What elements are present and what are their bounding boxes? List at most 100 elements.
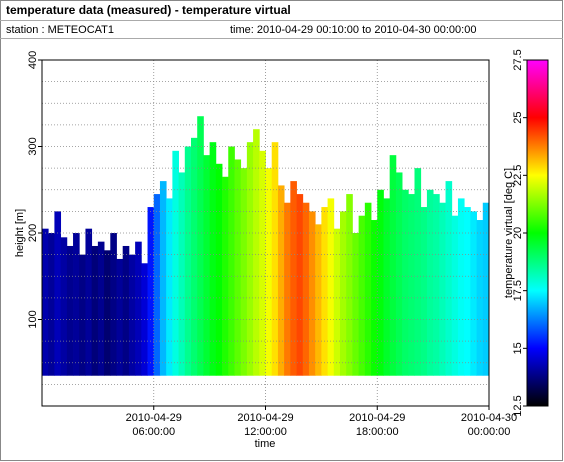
heat-column bbox=[321, 207, 328, 376]
heat-column bbox=[66, 245, 74, 376]
heat-column bbox=[315, 224, 322, 376]
heat-column bbox=[470, 211, 477, 376]
heat-column bbox=[426, 189, 434, 376]
heat-column bbox=[172, 150, 179, 376]
colorbar-tick-label: 17.5 bbox=[512, 280, 524, 301]
heat-column bbox=[445, 181, 453, 376]
heat-column bbox=[408, 194, 415, 376]
heat-column bbox=[240, 168, 248, 376]
heat-column bbox=[346, 194, 353, 376]
station: station : METEOCAT1 bbox=[6, 24, 114, 36]
x-tick-label-line: 2010-04-29 bbox=[237, 412, 293, 424]
heat-column bbox=[135, 241, 142, 376]
x-tick-label-line: 2010-04-29 bbox=[349, 412, 405, 424]
heat-column bbox=[290, 181, 297, 376]
heat-column bbox=[395, 172, 403, 376]
heat-column bbox=[352, 233, 360, 376]
heat-column bbox=[110, 233, 117, 376]
heat-column bbox=[228, 146, 235, 376]
heat-column bbox=[203, 155, 211, 376]
x-tick-label: 2010-04-30 00:00:00 bbox=[461, 412, 517, 438]
heat-column bbox=[464, 207, 471, 376]
heat-column bbox=[215, 163, 223, 376]
colorbar-tick-label: 12.5 bbox=[512, 395, 524, 416]
heat-column bbox=[79, 254, 86, 376]
heat-column bbox=[116, 258, 124, 376]
heat-column bbox=[402, 189, 409, 376]
heat-column bbox=[122, 245, 130, 376]
heat-column bbox=[302, 202, 310, 376]
x-tick-label-line: 12:00:00 bbox=[244, 426, 287, 438]
heat-column bbox=[333, 228, 341, 376]
heat-column bbox=[184, 146, 192, 376]
heat-column bbox=[73, 233, 80, 376]
heat-column bbox=[451, 215, 459, 376]
heat-column bbox=[420, 207, 428, 376]
heat-column bbox=[271, 142, 279, 376]
heat-column bbox=[147, 207, 155, 376]
x-tick-label: 2010-04-29 12:00:00 bbox=[237, 412, 293, 438]
heat-column bbox=[234, 159, 242, 376]
heat-column bbox=[259, 150, 266, 376]
colorbar bbox=[526, 59, 549, 407]
heat-column bbox=[253, 129, 260, 376]
x-tick-label-line: 2010-04-30 bbox=[461, 412, 517, 424]
period: time: 2010-04-29 00:10:00 to 2010-04-30 … bbox=[230, 24, 476, 36]
heat-column bbox=[91, 245, 99, 376]
heat-column bbox=[308, 211, 316, 376]
heat-column bbox=[327, 198, 335, 376]
x-tick-label-line: 2010-04-29 bbox=[126, 412, 182, 424]
heat-column bbox=[42, 228, 49, 376]
colorbar-tick-label: 15 bbox=[512, 342, 524, 354]
heat-column bbox=[104, 250, 111, 376]
heat-column bbox=[159, 181, 167, 376]
heat-column bbox=[48, 233, 55, 376]
heat-column bbox=[178, 172, 186, 376]
heat-column bbox=[433, 194, 440, 376]
heat-column bbox=[54, 211, 62, 376]
colorbar-tick-label: 22.5 bbox=[512, 165, 524, 186]
heat-column bbox=[414, 168, 422, 376]
heat-column bbox=[265, 168, 273, 376]
heat-column bbox=[371, 220, 378, 376]
x-tick-label-line: 18:00:00 bbox=[356, 426, 399, 438]
heat-column bbox=[457, 198, 465, 376]
x-tick-label-line: 06:00:00 bbox=[132, 426, 175, 438]
heat-column bbox=[284, 202, 291, 376]
heat-column bbox=[166, 198, 173, 376]
heat-column bbox=[191, 137, 198, 376]
colorbar-tick-label: 27.5 bbox=[512, 49, 524, 70]
y-axis-label: height [m] bbox=[14, 209, 26, 257]
heat-column bbox=[85, 228, 93, 376]
heat-column bbox=[364, 202, 372, 376]
heat-column bbox=[476, 220, 484, 376]
colorbar-tick-label: 25 bbox=[512, 112, 524, 124]
heat-column bbox=[482, 202, 490, 376]
x-axis-label: time bbox=[255, 438, 276, 450]
colorbar-tick-label: 20 bbox=[512, 227, 524, 239]
heat-column bbox=[383, 198, 391, 376]
heat-column bbox=[377, 189, 384, 376]
x-tick-label: 2010-04-29 18:00:00 bbox=[349, 412, 405, 438]
heat-column bbox=[197, 116, 204, 376]
chart-title: temperature data (measured) - temperatur… bbox=[6, 3, 291, 17]
colorbar-label: temperature virtual [deg C] bbox=[503, 168, 515, 298]
heat-column bbox=[153, 194, 161, 376]
heat-column bbox=[439, 202, 446, 376]
y-tick-label: 200 bbox=[27, 224, 39, 242]
heat-column bbox=[358, 215, 366, 376]
y-tick-label: 400 bbox=[27, 51, 39, 69]
x-tick-label: 2010-04-29 06:00:00 bbox=[126, 412, 182, 438]
y-tick-label: 300 bbox=[27, 137, 39, 155]
x-tick-label-line: 00:00:00 bbox=[468, 426, 511, 438]
heat-column bbox=[389, 155, 397, 376]
heat-column bbox=[128, 254, 136, 376]
heat-column bbox=[246, 142, 254, 376]
y-tick-label: 100 bbox=[27, 310, 39, 328]
heat-column bbox=[296, 194, 304, 376]
heat-column bbox=[277, 185, 285, 376]
heat-column bbox=[340, 211, 347, 376]
heat-column bbox=[209, 142, 217, 376]
heat-column bbox=[97, 241, 105, 376]
